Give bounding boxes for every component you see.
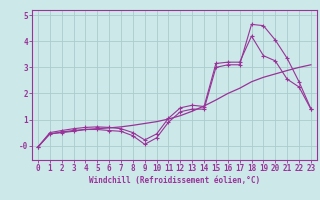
X-axis label: Windchill (Refroidissement éolien,°C): Windchill (Refroidissement éolien,°C) <box>89 176 260 185</box>
